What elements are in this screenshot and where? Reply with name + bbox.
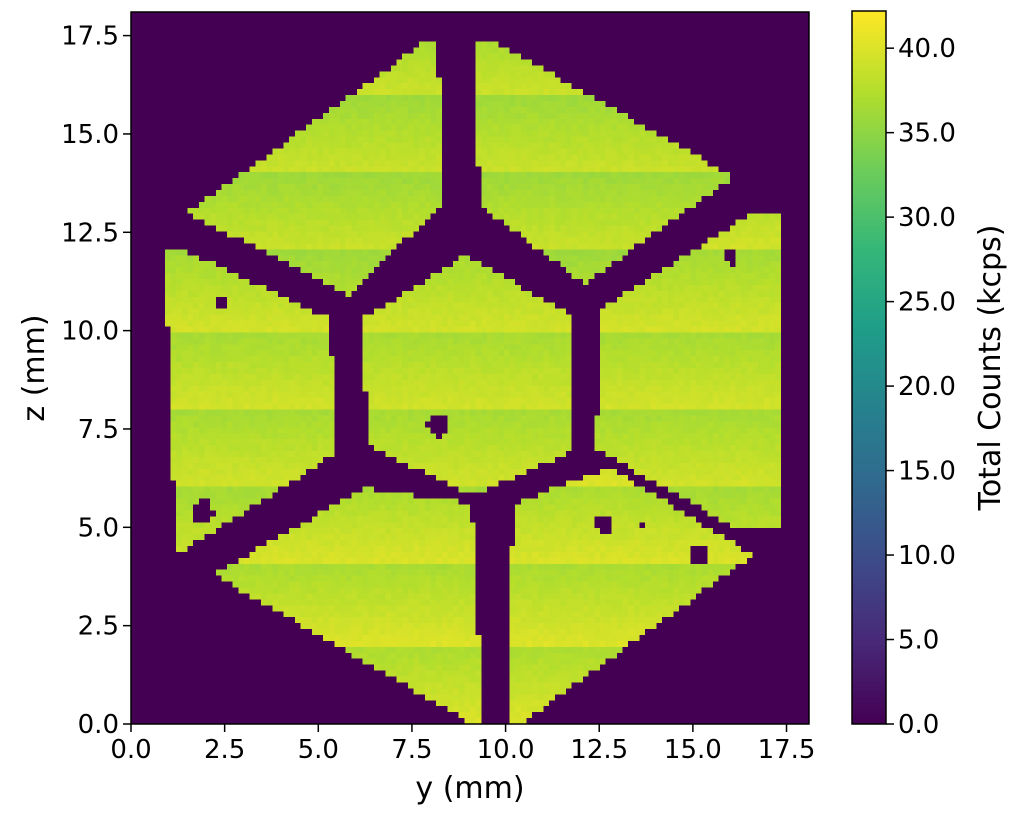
x-tick-label: 10.0 [477, 735, 535, 765]
x-tick-label: 17.5 [758, 735, 816, 765]
y-tick-label: 12.5 [61, 218, 119, 248]
colorbar-tick-label: 5.0 [898, 626, 939, 656]
x-axis: 0.0 2.5 5.0 7.5 10.0 12.5 15.0 17.5 [110, 724, 815, 765]
y-tick-label: 10.0 [61, 317, 119, 347]
y-tick-label: 2.5 [78, 612, 119, 642]
plot-frame [130, 11, 810, 725]
colorbar: 0.0 5.0 10.0 15.0 20.0 25.0 30.0 35.0 40.0 Total… [851, 10, 1008, 740]
colorbar-tick-label: 30.0 [898, 203, 956, 233]
x-tick-label: 5.0 [298, 735, 339, 765]
y-tick-label: 0.0 [78, 710, 119, 740]
x-tick-label: 0.0 [110, 735, 151, 765]
colorbar-tick-label: 25.0 [898, 288, 956, 318]
x-axis-label: y (mm) [415, 771, 524, 806]
x-tick-label: 7.5 [391, 735, 432, 765]
y-tick-label: 5.0 [78, 513, 119, 543]
x-tick-label: 12.5 [570, 735, 628, 765]
colorbar-frame [851, 10, 887, 725]
y-axis: 0.0 2.5 5.0 7.5 10.0 12.5 15.0 17.5 [61, 22, 131, 740]
colorbar-tick-label: 15.0 [898, 457, 956, 487]
colorbar-tick-label: 0.0 [898, 710, 939, 740]
heatmap-image [131, 12, 809, 724]
colorbar-gradient [852, 11, 886, 724]
y-tick-label: 17.5 [61, 22, 119, 52]
colorbar-tick-label: 10.0 [898, 541, 956, 571]
y-tick-label: 7.5 [78, 415, 119, 445]
x-tick-label: 2.5 [204, 735, 245, 765]
x-tick-label: 15.0 [664, 735, 722, 765]
colorbar-ticks: 0.0 5.0 10.0 15.0 20.0 25.0 30.0 35.0 40.0 [886, 34, 956, 740]
y-tick-label: 15.0 [61, 120, 119, 150]
colorbar-tick-label: 35.0 [898, 119, 956, 149]
plot-area [130, 11, 810, 725]
colorbar-tick-label: 40.0 [898, 34, 956, 64]
y-axis-label: z (mm) [17, 314, 52, 421]
colorbar-label: Total Counts (kcps) [973, 225, 1008, 512]
colorbar-tick-label: 20.0 [898, 372, 956, 402]
